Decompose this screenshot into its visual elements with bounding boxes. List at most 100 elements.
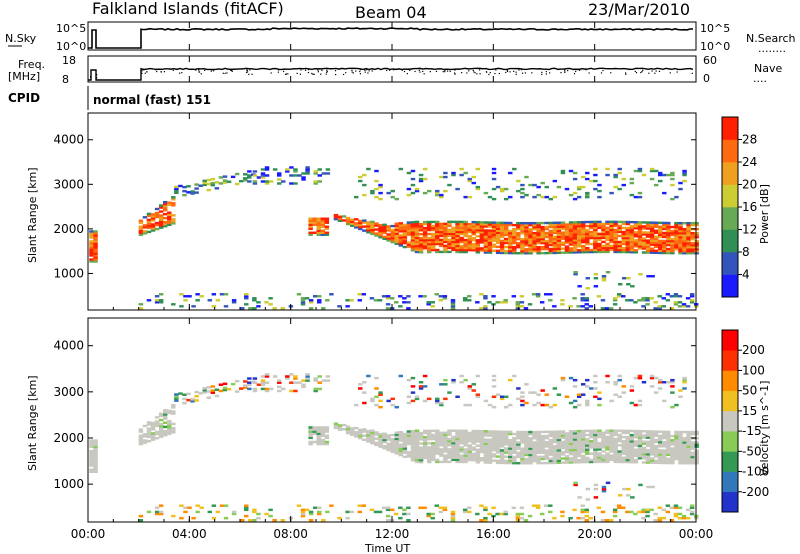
velocity-cell <box>580 510 585 514</box>
velocity-cell <box>528 432 533 436</box>
power-cell <box>564 229 570 232</box>
velocity-cell <box>653 453 659 456</box>
velocity-cell <box>593 374 598 378</box>
power-cell <box>593 246 598 250</box>
power-cell <box>653 235 659 238</box>
power-cell <box>414 226 420 230</box>
velocity-cell <box>601 437 606 441</box>
power-cell <box>650 275 655 278</box>
velocity-cell <box>666 447 671 450</box>
power-cell <box>516 179 521 183</box>
velocity-cell <box>158 425 164 428</box>
power-cell <box>621 226 626 230</box>
power-cell <box>317 180 322 183</box>
velocity-cell <box>414 448 420 451</box>
power-cell <box>584 299 589 302</box>
velocity-cell <box>406 430 412 433</box>
power-cell <box>556 229 562 232</box>
velocity-cell <box>321 519 326 522</box>
velocity-cell <box>552 434 558 438</box>
velocity-cell <box>556 461 562 465</box>
velocity-cell <box>520 391 525 394</box>
velocity-cell <box>410 458 416 462</box>
velocity-cell <box>653 455 659 458</box>
velocity-cell <box>439 439 444 443</box>
velocity-cell <box>612 508 618 512</box>
velocity-cell <box>358 428 363 432</box>
power-cell <box>503 187 509 191</box>
velocity-cell <box>649 451 655 454</box>
velocity-cell <box>600 519 606 522</box>
velocity-cell <box>568 450 574 454</box>
velocity-cell <box>174 395 179 398</box>
power-cell <box>390 195 395 199</box>
velocity-cell <box>539 512 545 516</box>
velocity-cell <box>666 457 671 461</box>
power-cell <box>556 241 562 244</box>
velocity-cell <box>621 460 626 464</box>
power-cell <box>459 240 464 244</box>
velocity-cell <box>564 432 570 435</box>
power-cell <box>320 233 326 236</box>
power-cell <box>670 243 675 247</box>
power-cell <box>264 180 270 183</box>
power-cell <box>451 246 456 250</box>
velocity-cell <box>378 445 383 448</box>
power-cell <box>568 169 574 173</box>
velocity-cell <box>451 439 456 443</box>
velocity-cell <box>218 389 224 393</box>
power-cell <box>556 245 562 249</box>
power-cell <box>171 218 176 221</box>
velocity-cell <box>674 403 679 407</box>
velocity-cell <box>621 435 626 439</box>
velocity-cell <box>313 387 318 391</box>
velocity-cell <box>418 450 424 454</box>
power-cell <box>613 244 618 248</box>
power-cell <box>512 251 517 255</box>
power-cell <box>471 238 476 242</box>
nave-point <box>296 72 298 74</box>
power-cell <box>89 234 94 237</box>
velocity-cell <box>572 454 578 458</box>
velocity-cell <box>637 446 643 450</box>
power-cell <box>520 225 525 229</box>
velocity-cell <box>414 429 420 432</box>
velocity-cell <box>686 451 691 455</box>
power-cell <box>605 220 610 224</box>
velocity-cell <box>580 508 585 512</box>
power-cell <box>466 295 472 298</box>
velocity-cell <box>576 454 582 458</box>
power-cell <box>150 219 156 222</box>
velocity-cell <box>162 409 168 412</box>
power-cell <box>512 237 517 241</box>
power-cell <box>617 171 622 175</box>
power-cell <box>138 221 144 224</box>
power-cell <box>568 243 574 246</box>
power-cell <box>540 237 545 241</box>
power-cell <box>633 225 639 228</box>
velocity-cell <box>410 456 416 460</box>
colorbar-swatch <box>722 491 738 513</box>
velocity-cell <box>653 432 659 435</box>
velocity-cell <box>382 436 387 440</box>
velocity-cell <box>426 454 432 458</box>
power-cell <box>499 227 505 231</box>
velocity-cell <box>585 429 590 433</box>
power-cell <box>499 241 505 245</box>
velocity-cell <box>398 516 403 520</box>
velocity-cell <box>674 439 679 442</box>
power-cell <box>580 246 586 250</box>
power-cell <box>398 234 404 237</box>
velocity-cell <box>293 375 298 378</box>
power-cell <box>414 234 420 238</box>
power-cell <box>690 223 695 227</box>
power-cell <box>483 239 489 242</box>
power-cell <box>93 260 98 263</box>
velocity-cell <box>600 510 606 514</box>
velocity-cell <box>402 436 408 440</box>
velocity-cell <box>625 450 631 453</box>
velocity-cell <box>576 448 582 452</box>
power-cell <box>552 305 557 308</box>
velocity-cell <box>414 431 420 435</box>
velocity-cell <box>308 428 313 431</box>
